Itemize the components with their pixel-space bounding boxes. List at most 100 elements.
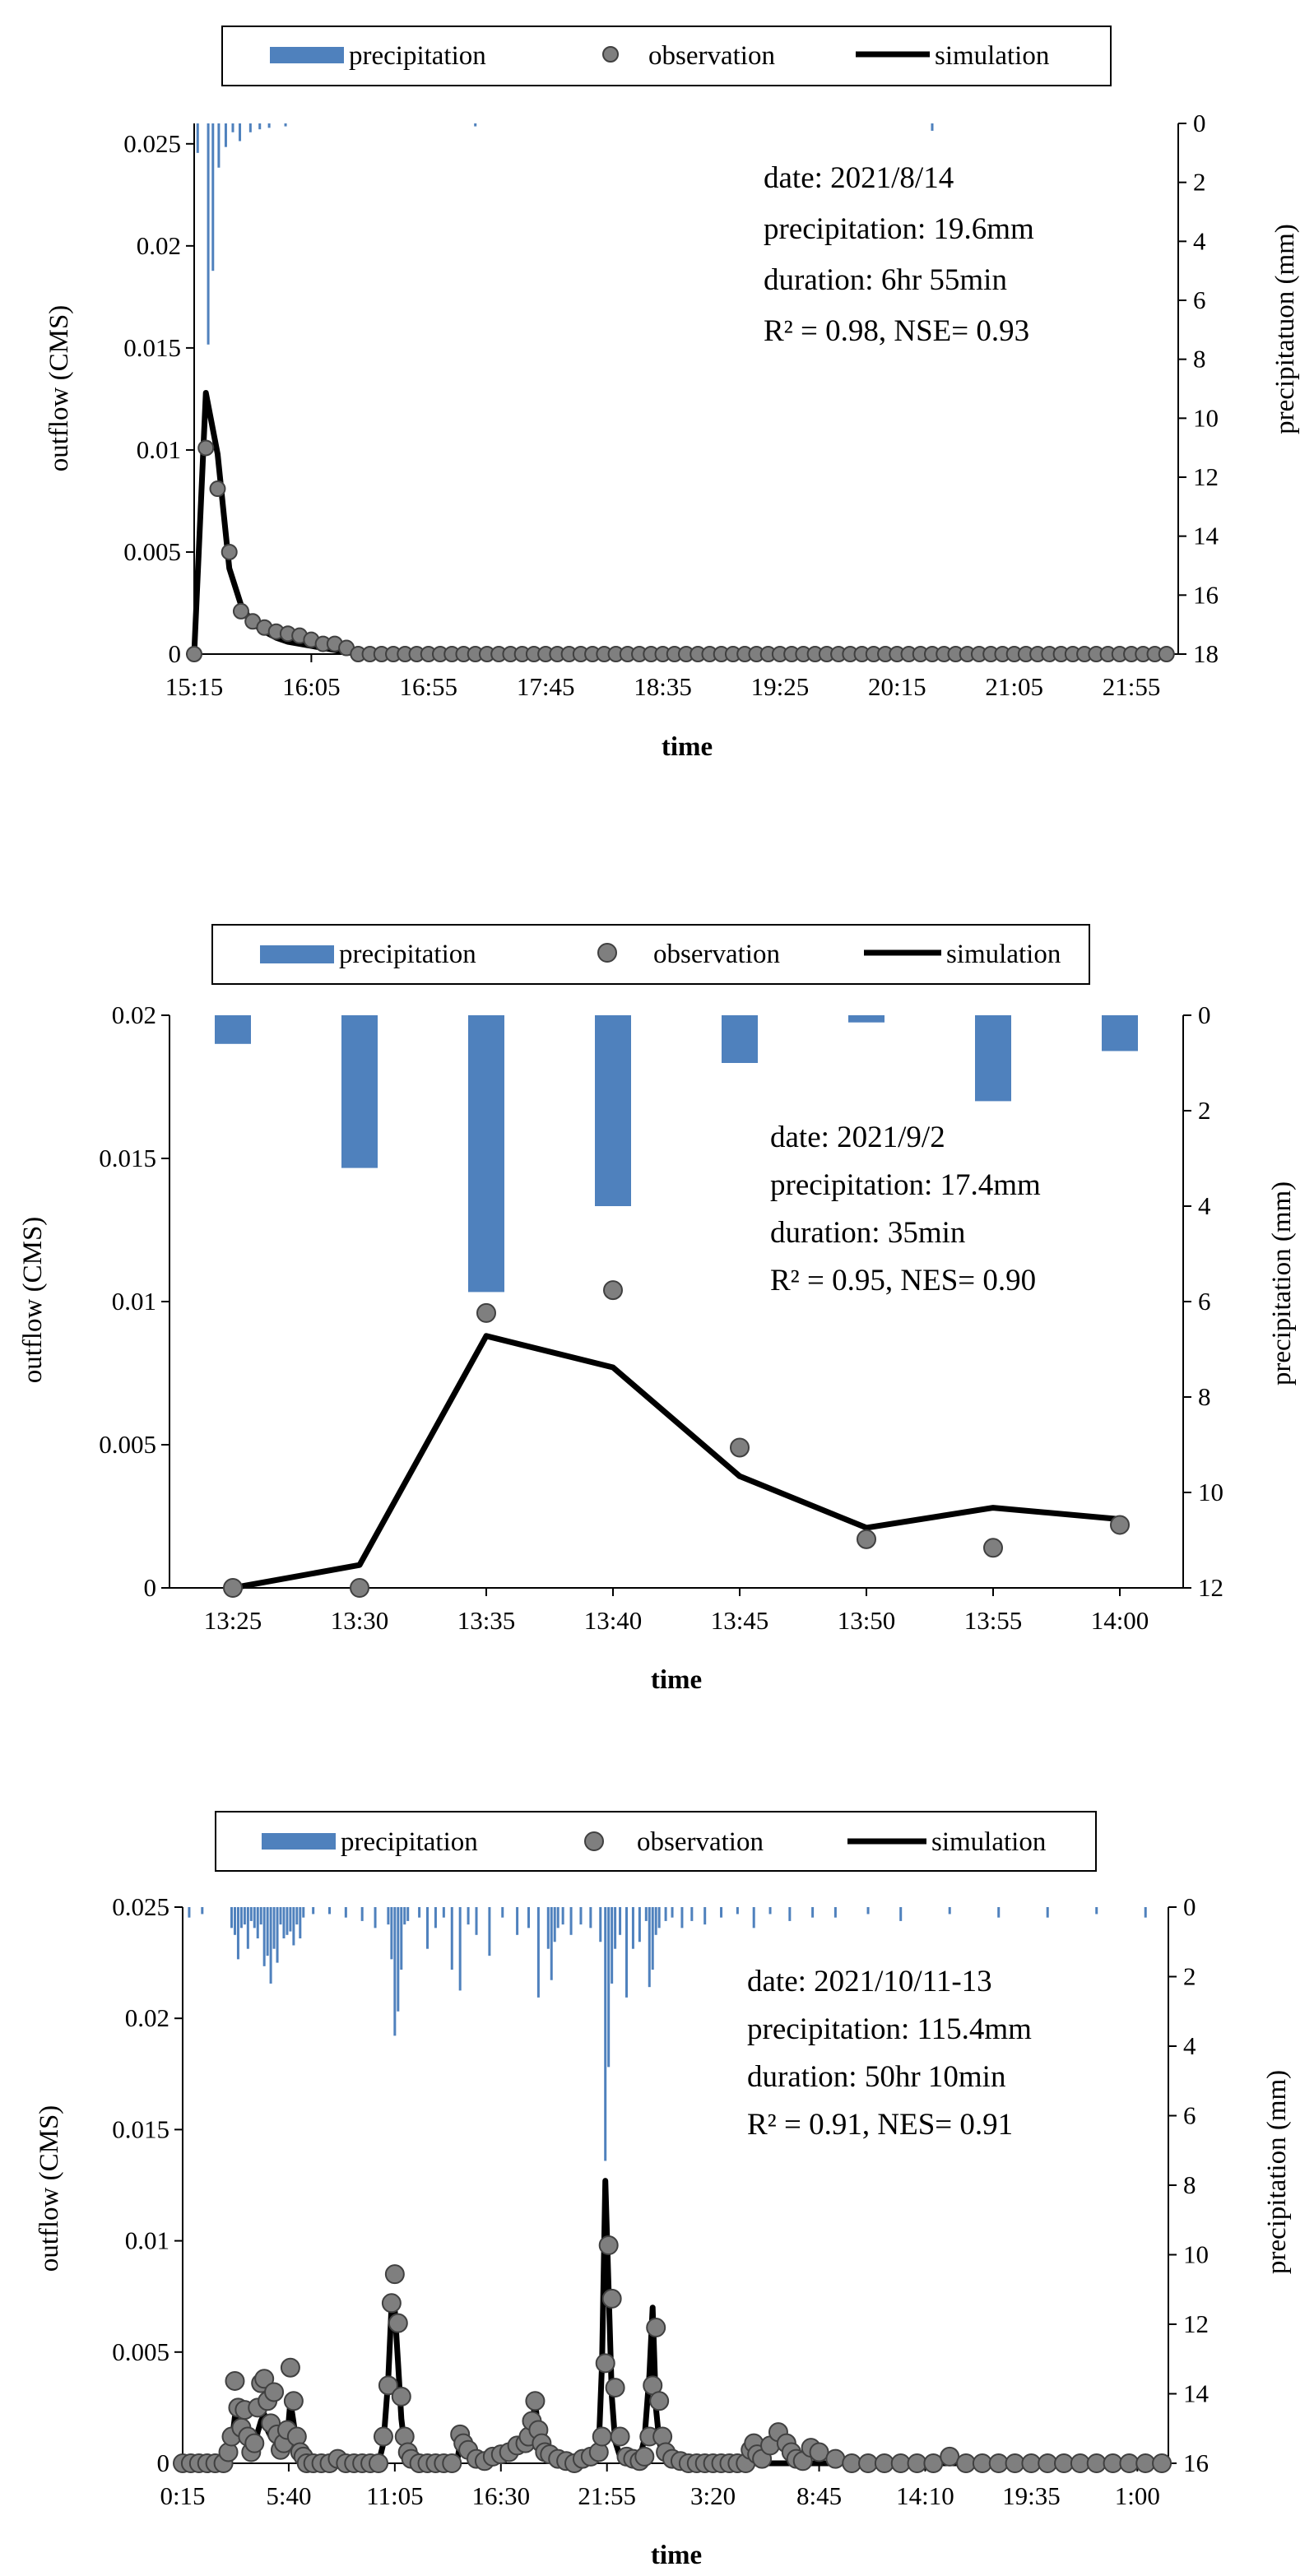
observation-point: [388, 2313, 408, 2333]
annotation-fit-stats: R² = 0.98, NSE= 0.93: [764, 314, 1029, 348]
y2-tick-label: 4: [1183, 2031, 1196, 2060]
precipitation-bar: [546, 1907, 550, 1949]
precipitation-bar: [299, 1907, 302, 1939]
legend-obs-label: observation: [653, 940, 780, 969]
y-tick-label: 0.025: [123, 129, 181, 158]
precipitation-bar: [848, 1015, 885, 1023]
precipitation-bar: [253, 1907, 256, 1929]
precipitation-bar: [611, 1907, 614, 1984]
legend-precip-label: precipitation: [341, 1827, 478, 1857]
observation-point: [956, 2453, 977, 2473]
observation-points: [223, 1280, 1130, 1598]
precipitation-bar: [286, 1907, 289, 1935]
precipitation-bar: [614, 1907, 617, 1949]
precipitation-bar: [579, 1907, 583, 1925]
y-tick-label: 0.02: [137, 231, 181, 260]
legend-box: [221, 26, 1112, 86]
precipitation-bar: [344, 1907, 347, 1918]
observation-point: [825, 2448, 846, 2469]
precipitation-bar: [248, 123, 252, 132]
precipitation-bar: [256, 1907, 259, 1939]
legend-precip-swatch: [262, 1833, 336, 1850]
precipitation-bar: [406, 1907, 410, 1921]
y2-tick-label: 6: [1198, 1287, 1211, 1316]
precipitation-bar: [374, 1907, 377, 1929]
precipitation-bar: [1102, 1015, 1138, 1051]
precipitation-bar: [569, 1907, 573, 1935]
precipitation-bar: [680, 1907, 684, 1929]
precipitation-bar: [527, 1907, 530, 1929]
precipitation-bar: [418, 1907, 421, 1918]
legend-obs-marker: [597, 943, 617, 963]
observation-point: [1119, 2453, 1140, 2473]
precipitation-bar: [703, 1907, 707, 1925]
chart-1-xlabel: time: [662, 732, 713, 762]
observation-point: [1152, 2453, 1172, 2473]
x-tick-label: 13:45: [711, 1606, 769, 1635]
precipitation-bar: [722, 1015, 758, 1063]
precipitation-bar: [215, 1015, 251, 1044]
y2-tick-label: 16: [1193, 580, 1219, 609]
observation-point: [592, 2426, 612, 2447]
y-tick-label: 0.01: [112, 1287, 156, 1316]
precipitation-bar: [267, 123, 271, 128]
precipitation-bar: [393, 1907, 397, 2036]
y2-tick-label: 0: [1183, 1892, 1196, 1921]
observation-point: [857, 1529, 876, 1549]
x-tick-label: 1:00: [1115, 2481, 1160, 2510]
x-tick-label: 13:35: [457, 1606, 516, 1635]
y2-tick-label: 6: [1193, 285, 1206, 314]
observation-point: [280, 2357, 300, 2378]
legend-obs-label: observation: [637, 1827, 764, 1857]
y-tick-label: 0.025: [112, 1892, 169, 1921]
observation-point: [1005, 2453, 1025, 2473]
y-tick-label: 0.01: [137, 435, 181, 464]
precipitation-bar: [341, 1015, 378, 1168]
precipitation-bar: [811, 1907, 815, 1918]
y-tick-label: 0.005: [112, 2337, 169, 2366]
precipitation-bar: [651, 1907, 654, 1970]
precipitation-bar: [231, 123, 234, 132]
precipitation-bar: [239, 123, 242, 142]
chart-3-ylabel: outflow (CMS): [35, 2105, 64, 2272]
observation-point: [874, 2453, 894, 2473]
y2-tick-label: 8: [1193, 345, 1206, 374]
x-tick-label: 21:55: [578, 2481, 636, 2510]
precipitation-bar: [657, 1907, 661, 1929]
observation-point: [972, 2453, 992, 2473]
precipitation-bar: [1144, 1907, 1147, 1918]
precipitation-bars: [188, 1907, 1147, 2161]
precipitation-bar: [434, 1907, 437, 1929]
y2-tick-label: 2: [1198, 1096, 1211, 1125]
observation-point: [1038, 2453, 1058, 2473]
observation-point: [254, 2369, 275, 2389]
precipitation-bar: [866, 1907, 870, 1915]
x-tick-label: 0:15: [160, 2481, 205, 2510]
precipitation-bar: [768, 1907, 772, 1915]
precipitation-bar: [450, 1907, 453, 1970]
observation-point: [232, 602, 249, 620]
precipitation-bar: [266, 1907, 269, 1956]
observation-point: [442, 2453, 462, 2473]
annotation-duration: duration: 35min: [770, 1216, 965, 1250]
x-tick-label: 16:05: [282, 672, 341, 701]
precipitation-bar: [752, 1907, 755, 1929]
precipitation-bar: [224, 123, 227, 147]
chart-2: precipitation observation simulation 0 0.…: [18, 924, 1297, 1695]
precipitation-bar: [536, 1907, 540, 1998]
precipitation-bar: [595, 1015, 631, 1206]
precipitation-bar: [654, 1907, 657, 1935]
precipitation-bar: [736, 1907, 739, 1915]
precipitation-bar: [390, 1907, 393, 1960]
chart-3: precipitation observation simulation 0 0.…: [35, 1811, 1292, 2570]
x-tick-label: 5:40: [266, 2481, 311, 2510]
x-tick-label: 13:40: [584, 1606, 643, 1635]
chart-1-legend: precipitation observation simulation: [221, 26, 1112, 86]
chart-1-annotation: date: 2021/8/14 precipitation: 19.6mm du…: [764, 161, 1034, 348]
observation-point: [598, 2235, 619, 2256]
precipitation-bar: [516, 1907, 519, 1935]
legend-sim-label: simulation: [946, 940, 1061, 969]
precipitation-bar: [690, 1907, 694, 1921]
observation-point: [283, 2391, 304, 2411]
